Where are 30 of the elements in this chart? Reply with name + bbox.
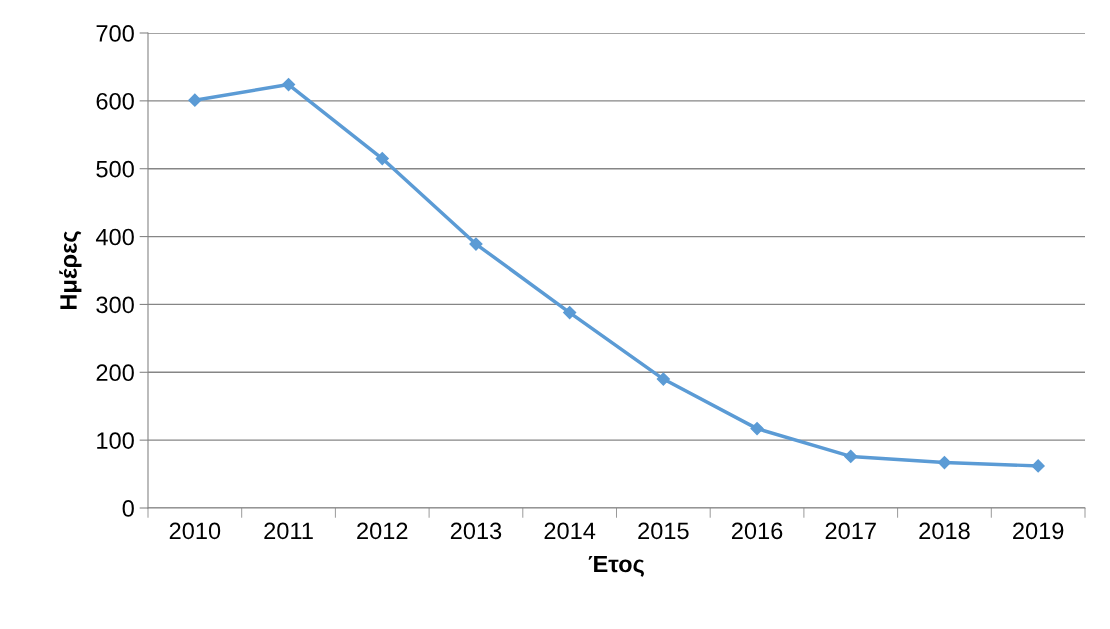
y-tick-label: 200 [96, 364, 134, 382]
y-tick-label: 0 [122, 500, 134, 517]
y-tick-label: 100 [97, 432, 134, 449]
y-tick-label: 600 [96, 92, 134, 110]
x-tick-label: 2018 [919, 522, 970, 540]
point [750, 422, 764, 436]
x-tick-label: 2017 [825, 522, 876, 540]
y-axis-title: Ημέρες [59, 231, 82, 310]
point [188, 93, 202, 107]
point [1031, 459, 1045, 473]
y-tick-label: 700 [96, 25, 134, 42]
y-tick-label: 300 [96, 296, 134, 314]
y-tick-label: 400 [95, 228, 134, 246]
x-tick-label: 2013 [450, 522, 502, 540]
x-axis-title: Έτος [588, 555, 644, 577]
x-tick-label: 2010 [169, 522, 221, 540]
point [937, 455, 952, 470]
x-tick-label: 2019 [1013, 522, 1064, 540]
point [844, 449, 858, 464]
point [656, 372, 670, 386]
x-tick-label: 2015 [638, 522, 689, 540]
x-tick-label: 2016 [731, 522, 783, 540]
point [281, 77, 296, 92]
y-tick-label: 500 [96, 160, 134, 178]
point [563, 305, 577, 320]
x-tick-label: 2011 [264, 522, 313, 540]
point [375, 151, 389, 166]
point [469, 237, 483, 251]
x-tick-label: 2012 [357, 522, 408, 540]
x-tick-label: 2014 [544, 522, 596, 540]
